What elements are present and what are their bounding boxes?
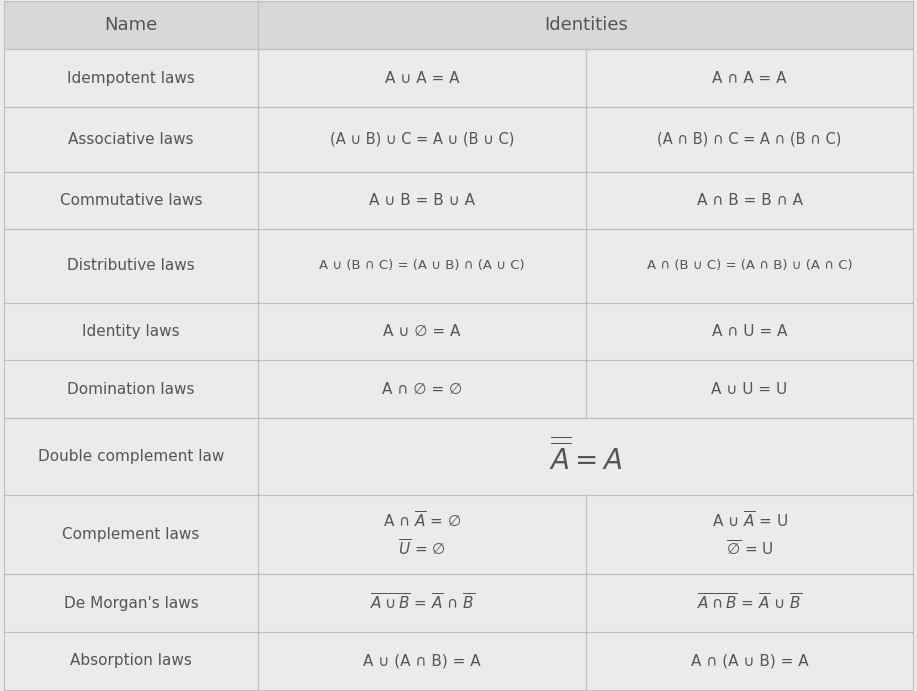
Text: A ∩ ∅ = ∅: A ∩ ∅ = ∅	[382, 381, 462, 397]
Text: Identities: Identities	[544, 17, 628, 35]
Bar	[4, 49, 259, 107]
Bar	[586, 632, 913, 690]
Text: $\overline{A \cup B}$ = $\overline{A}$ $\cap$ $\overline{B}$: $\overline{A \cup B}$ = $\overline{A}$ $…	[370, 593, 475, 613]
Text: A ∩ U = A: A ∩ U = A	[712, 324, 788, 339]
Text: $\overline{\emptyset}$ = U: $\overline{\emptyset}$ = U	[725, 540, 773, 558]
Text: (A ∩ B) ∩ C = A ∩ (B ∩ C): (A ∩ B) ∩ C = A ∩ (B ∩ C)	[657, 132, 842, 146]
Bar	[259, 632, 586, 690]
Text: A $\cup$ $\overline{A}$ = U: A $\cup$ $\overline{A}$ = U	[712, 511, 788, 531]
Text: Distributive laws: Distributive laws	[67, 258, 195, 274]
Bar	[4, 229, 259, 303]
Bar	[586, 574, 913, 632]
Text: A ∩ (A ∪ B) = A: A ∩ (A ∪ B) = A	[691, 653, 809, 668]
Bar	[4, 574, 259, 632]
Bar	[4, 418, 259, 495]
Bar	[586, 229, 913, 303]
Text: A ∪ B = B ∪ A: A ∪ B = B ∪ A	[370, 193, 475, 208]
Text: A ∩ B = B ∩ A: A ∩ B = B ∩ A	[697, 193, 802, 208]
Bar	[586, 360, 913, 418]
Text: Idempotent laws: Idempotent laws	[67, 70, 195, 86]
Bar	[586, 495, 913, 574]
Text: A $\cap$ $\overline{A}$ = $\emptyset$: A $\cap$ $\overline{A}$ = $\emptyset$	[383, 511, 461, 531]
Bar	[259, 574, 586, 632]
Text: $\overline{U}$ = $\emptyset$: $\overline{U}$ = $\emptyset$	[398, 539, 446, 559]
Text: Double complement law: Double complement law	[38, 449, 225, 464]
Bar	[259, 229, 586, 303]
Text: A ∪ A = A: A ∪ A = A	[385, 70, 459, 86]
Bar	[586, 107, 913, 171]
Bar	[259, 495, 586, 574]
Text: De Morgan's laws: De Morgan's laws	[63, 596, 198, 611]
Bar	[259, 303, 586, 360]
Text: Name: Name	[105, 17, 158, 35]
Bar	[4, 495, 259, 574]
Bar	[259, 49, 586, 107]
Bar	[4, 632, 259, 690]
Bar	[259, 418, 913, 495]
Text: A ∪ ∅ = A: A ∪ ∅ = A	[383, 324, 461, 339]
Bar	[4, 360, 259, 418]
Text: A ∩ (B ∪ C) = (A ∩ B) ∪ (A ∩ C): A ∩ (B ∪ C) = (A ∩ B) ∪ (A ∩ C)	[646, 260, 853, 272]
Text: Commutative laws: Commutative laws	[60, 193, 203, 208]
Bar	[586, 49, 913, 107]
Text: A ∪ U = U: A ∪ U = U	[712, 381, 788, 397]
Bar	[4, 1, 259, 49]
Text: Identity laws: Identity laws	[83, 324, 180, 339]
Bar	[4, 107, 259, 171]
Bar	[259, 1, 913, 49]
Bar	[586, 171, 913, 229]
Text: A ∪ (A ∩ B) = A: A ∪ (A ∩ B) = A	[363, 653, 481, 668]
Bar	[259, 360, 586, 418]
Bar	[4, 171, 259, 229]
Text: A ∪ (B ∩ C) = (A ∪ B) ∩ (A ∪ C): A ∪ (B ∩ C) = (A ∪ B) ∩ (A ∪ C)	[319, 260, 525, 272]
Text: $\overline{A \cap B}$ = $\overline{A}$ $\cup$ $\overline{B}$: $\overline{A \cap B}$ = $\overline{A}$ $…	[697, 593, 802, 613]
Bar	[259, 107, 586, 171]
Bar	[4, 303, 259, 360]
Text: A ∩ A = A: A ∩ A = A	[713, 70, 787, 86]
Bar	[586, 303, 913, 360]
Text: $\overline{\overline{A}} = \mathit{A}$: $\overline{\overline{A}} = \mathit{A}$	[549, 437, 623, 476]
Text: Absorption laws: Absorption laws	[70, 653, 192, 668]
Bar	[259, 171, 586, 229]
Text: (A ∪ B) ∪ C = A ∪ (B ∪ C): (A ∪ B) ∪ C = A ∪ (B ∪ C)	[330, 132, 514, 146]
Text: Complement laws: Complement laws	[62, 527, 200, 542]
Text: Domination laws: Domination laws	[67, 381, 194, 397]
Text: Associative laws: Associative laws	[68, 132, 193, 146]
